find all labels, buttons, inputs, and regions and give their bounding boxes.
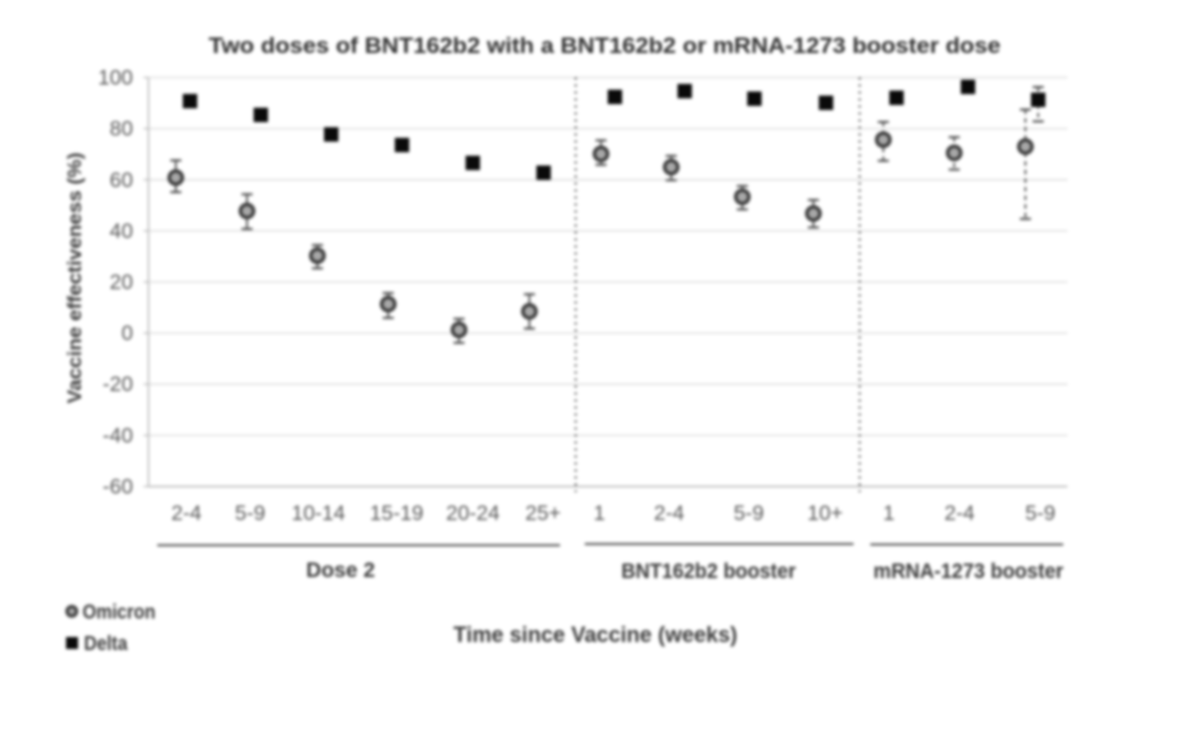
svg-text:60: 60 [110,169,133,192]
svg-text:25+: 25+ [525,502,561,525]
svg-text:20-24: 20-24 [446,502,500,525]
svg-text:5-9: 5-9 [235,502,265,525]
svg-text:mRNA-1273 booster: mRNA-1273 booster [873,560,1063,583]
svg-text:5-9: 5-9 [734,502,764,525]
svg-text:Delta: Delta [84,633,128,655]
svg-text:2-4: 2-4 [171,502,202,525]
svg-text:Time since Vaccine (weeks): Time since Vaccine (weeks) [453,622,737,647]
svg-text:40: 40 [110,220,133,243]
svg-text:1: 1 [593,502,605,525]
svg-text:Vaccine effectiveness (%): Vaccine effectiveness (%) [64,152,86,403]
svg-text:-60: -60 [103,476,133,499]
svg-text:80: 80 [110,118,133,141]
svg-text:Two doses of BNT162b2 with a B: Two doses of BNT162b2 with a BNT162b2 or… [209,33,1001,58]
svg-text:1: 1 [883,502,895,525]
svg-text:5-9: 5-9 [1025,502,1055,525]
svg-text:20: 20 [110,271,133,294]
svg-text:Omicron: Omicron [83,601,156,623]
svg-text:2-4: 2-4 [944,502,975,525]
svg-text:Dose 2: Dose 2 [306,559,375,582]
svg-text:10+: 10+ [807,502,843,525]
svg-text:-20: -20 [103,373,133,396]
svg-text:10-14: 10-14 [292,502,346,525]
svg-text:100: 100 [98,67,133,90]
svg-text:0: 0 [121,322,133,345]
svg-text:2-4: 2-4 [654,502,685,525]
svg-text:BNT162b2 booster: BNT162b2 booster [621,560,796,583]
svg-text:-40: -40 [103,424,133,447]
svg-text:15-19: 15-19 [370,502,424,525]
